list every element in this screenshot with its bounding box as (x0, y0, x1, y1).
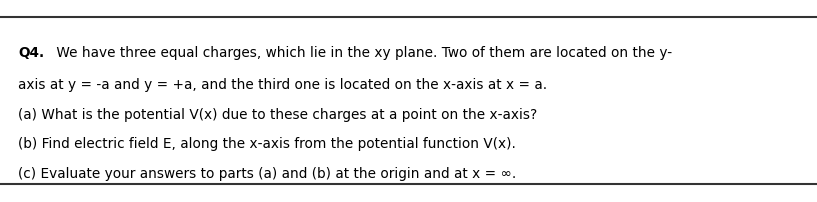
Text: Q4.: Q4. (18, 45, 44, 59)
Text: (a) What is the potential V(x) due to these charges at a point on the x-axis?: (a) What is the potential V(x) due to th… (18, 107, 538, 121)
Text: We have three equal charges, which lie in the xy plane. Two of them are located : We have three equal charges, which lie i… (51, 45, 672, 59)
Text: (b) Find electric field E, along the x-axis from the potential function V(x).: (b) Find electric field E, along the x-a… (18, 136, 516, 150)
Text: axis at y = -a and y = +a, and the third one is located on the x-axis at x = a.: axis at y = -a and y = +a, and the third… (18, 78, 547, 92)
Text: (c) Evaluate your answers to parts (a) and (b) at the origin and at x = ∞.: (c) Evaluate your answers to parts (a) a… (18, 167, 516, 181)
